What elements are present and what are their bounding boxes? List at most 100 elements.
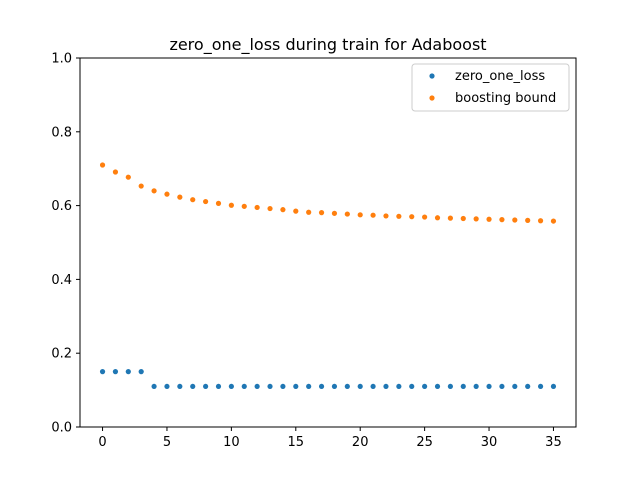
data-point <box>370 212 376 218</box>
legend-marker-boosting-bound <box>429 95 435 101</box>
data-point <box>215 383 222 390</box>
data-point <box>267 205 273 212</box>
series-zero-one-loss <box>99 369 557 390</box>
x-tick-label: 35 <box>545 435 562 450</box>
data-point <box>486 216 492 222</box>
data-point <box>512 383 518 390</box>
data-point <box>550 383 557 390</box>
legend-label-zero-one-loss: zero_one_loss <box>455 69 545 84</box>
data-point <box>293 208 299 214</box>
x-tick-label: 0 <box>98 435 106 450</box>
data-point <box>525 383 531 390</box>
plot-frame <box>79 57 577 428</box>
data-point <box>112 369 119 375</box>
data-point <box>151 383 157 390</box>
data-point <box>357 212 363 218</box>
data-point <box>306 383 312 390</box>
data-point <box>318 383 325 390</box>
data-point <box>447 383 453 390</box>
data-point <box>164 383 170 390</box>
data-point <box>499 217 505 223</box>
y-tick-label: 0.2 <box>51 347 72 362</box>
data-point <box>203 383 209 390</box>
data-point <box>434 383 441 390</box>
y-tick-label: 0.4 <box>51 273 72 288</box>
x-tick-label: 5 <box>163 435 171 450</box>
data-point <box>318 210 325 216</box>
data-point <box>241 203 247 209</box>
data-point <box>138 369 144 375</box>
x-tick-label: 10 <box>223 435 240 450</box>
data-points <box>99 162 557 390</box>
data-point <box>447 215 453 221</box>
data-point <box>203 198 209 205</box>
data-point <box>422 214 428 220</box>
data-point <box>190 383 196 390</box>
legend-marker-zero-one-loss <box>429 73 435 79</box>
data-point <box>112 169 119 175</box>
data-point <box>434 215 441 221</box>
data-point <box>125 174 131 180</box>
data-point <box>99 162 106 168</box>
data-point <box>370 383 376 390</box>
data-point <box>241 383 247 390</box>
data-point <box>177 383 183 390</box>
plot-area <box>79 57 577 428</box>
x-tick-label: 25 <box>416 435 433 450</box>
data-point <box>138 183 144 189</box>
chart-title: zero_one_loss during train for Adaboost <box>169 35 486 55</box>
y-tick-label: 0.8 <box>51 125 72 140</box>
data-point <box>409 214 415 220</box>
x-axis: 0 5 10 15 20 25 30 35 <box>98 427 562 450</box>
data-point <box>164 191 170 197</box>
data-point <box>190 197 196 203</box>
data-point <box>383 383 389 390</box>
data-point <box>473 383 479 390</box>
data-point <box>280 207 286 213</box>
data-point <box>537 383 544 390</box>
data-point <box>99 369 106 375</box>
data-point <box>254 383 260 390</box>
data-point <box>525 217 531 223</box>
data-point <box>344 383 350 390</box>
data-point <box>177 194 183 200</box>
data-point <box>512 217 518 223</box>
data-point <box>125 369 131 375</box>
data-point <box>280 383 286 390</box>
series-boosting-bound <box>99 162 557 224</box>
data-point <box>306 209 312 215</box>
data-point <box>460 215 466 222</box>
x-tick-label: 15 <box>288 435 305 450</box>
legend: zero_one_loss boosting bound <box>411 63 570 112</box>
data-point <box>422 383 428 390</box>
y-axis: 0.0 0.2 0.4 0.6 0.8 1.0 <box>51 52 80 436</box>
legend-frame <box>411 63 570 112</box>
data-point <box>344 211 350 217</box>
data-point <box>537 218 544 224</box>
data-point <box>473 216 479 222</box>
y-tick-label: 0.0 <box>51 421 72 436</box>
data-point <box>215 200 222 206</box>
data-point <box>486 383 492 390</box>
data-point <box>460 383 466 390</box>
data-point <box>331 383 338 390</box>
data-point <box>228 202 234 208</box>
x-tick-label: 20 <box>352 435 369 450</box>
data-point <box>396 383 402 390</box>
data-point <box>550 218 557 224</box>
y-tick-label: 0.6 <box>51 199 72 214</box>
data-point <box>383 213 389 219</box>
data-point <box>254 204 260 211</box>
legend-label-boosting-bound: boosting bound <box>455 91 556 106</box>
data-point <box>499 383 505 390</box>
y-tick-label: 1.0 <box>51 52 72 67</box>
data-point <box>396 213 402 219</box>
data-point <box>409 383 415 390</box>
data-point <box>151 188 157 194</box>
x-tick-label: 30 <box>481 435 498 450</box>
data-point <box>228 383 234 390</box>
data-point <box>357 383 363 390</box>
data-point <box>331 210 338 216</box>
data-point <box>267 383 273 390</box>
